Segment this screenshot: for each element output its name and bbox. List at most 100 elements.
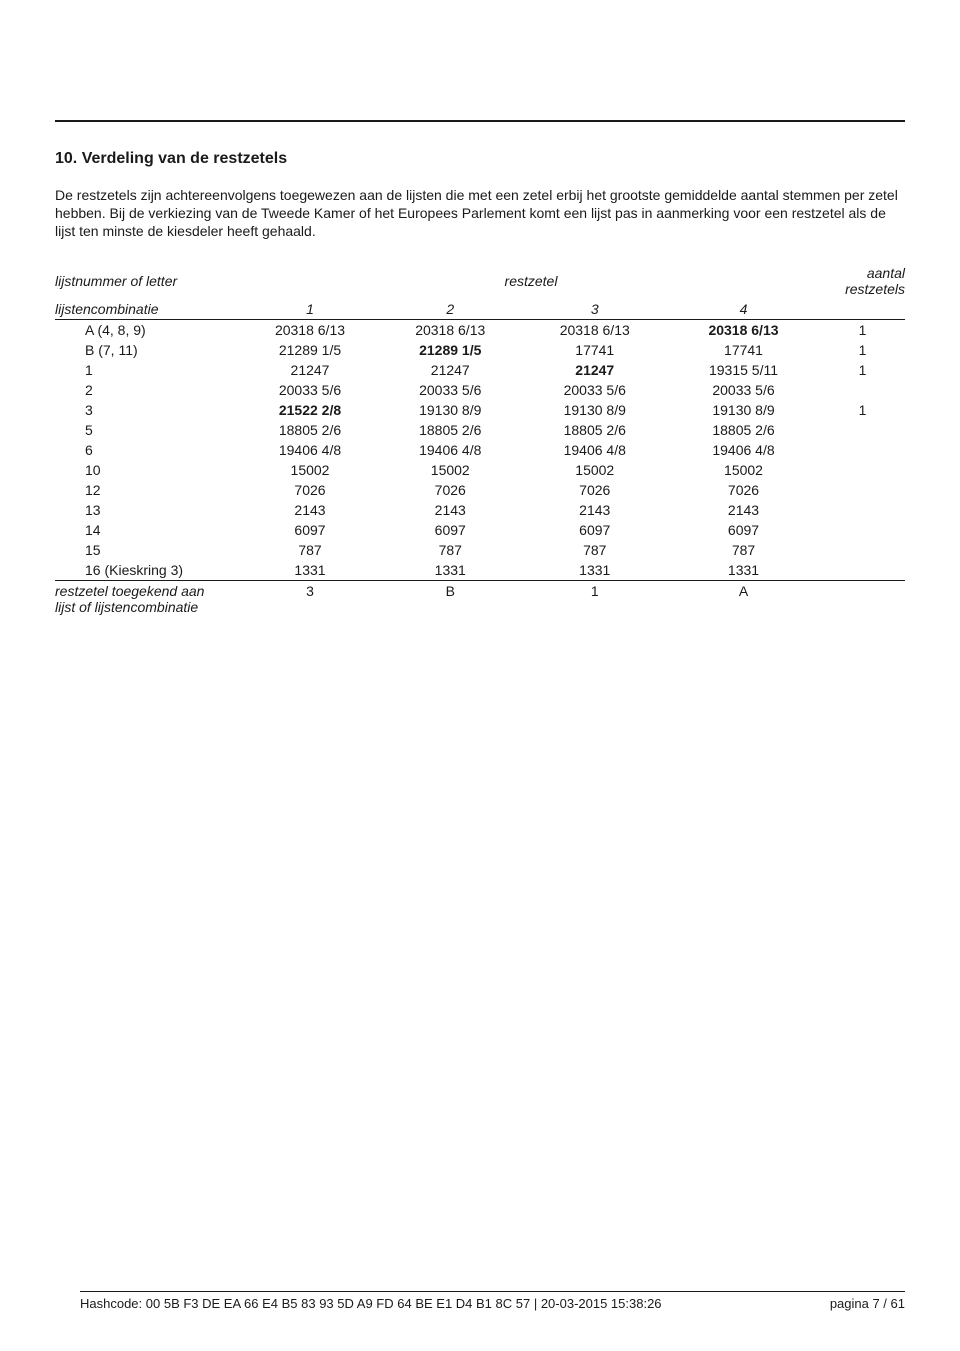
- table-row: 619406 4/819406 4/819406 4/819406 4/8: [55, 440, 905, 460]
- row-c2: 20318 6/13: [378, 320, 523, 340]
- top-rule: [55, 120, 905, 122]
- row-label: 15: [55, 540, 242, 560]
- row-label: 3: [55, 400, 242, 420]
- row-c4: 15002: [667, 460, 820, 480]
- row-label: 5: [55, 420, 242, 440]
- row-c3: 18805 2/6: [523, 420, 668, 440]
- row-c1: 15002: [242, 460, 378, 480]
- row-c3: 15002: [523, 460, 668, 480]
- page: 10. Verdeling van de restzetels De restz…: [0, 0, 960, 1351]
- table-row: 220033 5/620033 5/620033 5/620033 5/6: [55, 380, 905, 400]
- footer-c3: 1: [523, 581, 668, 617]
- table-row: 518805 2/618805 2/618805 2/618805 2/6: [55, 420, 905, 440]
- header-label-line2: lijstencombinatie: [55, 299, 242, 320]
- table-row: 1015002150021500215002: [55, 460, 905, 480]
- row-aantal: [820, 420, 905, 440]
- section-title: 10. Verdeling van de restzetels: [55, 150, 905, 168]
- footer-page-number: pagina 7 / 61: [830, 1296, 905, 1311]
- row-aantal: [820, 440, 905, 460]
- footer-empty: [820, 581, 905, 617]
- table-header: lijstnummer of letter restzetel aantal r…: [55, 263, 905, 320]
- row-label: 1: [55, 360, 242, 380]
- footer-c1: 3: [242, 581, 378, 617]
- intro-paragraph: De restzetels zijn achtereenvolgens toeg…: [55, 186, 905, 241]
- table-footer: restzetel toegekend aan lijst of lijsten…: [55, 580, 905, 617]
- row-aantal: [820, 460, 905, 480]
- row-label: 13: [55, 500, 242, 520]
- row-c3: 20318 6/13: [523, 320, 668, 340]
- row-label: 2: [55, 380, 242, 400]
- row-c3: 19406 4/8: [523, 440, 668, 460]
- row-c3: 2143: [523, 500, 668, 520]
- header-label-line1: lijstnummer of letter: [55, 263, 242, 299]
- row-c3: 6097: [523, 520, 668, 540]
- row-c2: 21247: [378, 360, 523, 380]
- row-c2: 18805 2/6: [378, 420, 523, 440]
- footer-rule: [80, 1291, 905, 1292]
- row-aantal: 1: [820, 320, 905, 340]
- row-c1: 7026: [242, 480, 378, 500]
- table-row: 146097609760976097: [55, 520, 905, 540]
- row-c3: 7026: [523, 480, 668, 500]
- row-c2: 1331: [378, 560, 523, 581]
- table-row: 16 (Kieskring 3)1331133113311331: [55, 560, 905, 581]
- header-empty: [820, 299, 905, 320]
- row-label: 6: [55, 440, 242, 460]
- row-c2: 7026: [378, 480, 523, 500]
- header-restzetel: restzetel: [242, 263, 820, 299]
- table-row: A (4, 8, 9)20318 6/1320318 6/1320318 6/1…: [55, 320, 905, 340]
- row-c3: 17741: [523, 340, 668, 360]
- row-c1: 20033 5/6: [242, 380, 378, 400]
- footer-label: restzetel toegekend aan lijst of lijsten…: [55, 581, 242, 617]
- row-c4: 20318 6/13: [667, 320, 820, 340]
- row-c3: 1331: [523, 560, 668, 581]
- row-aantal: [820, 380, 905, 400]
- footer-c2: B: [378, 581, 523, 617]
- row-c4: 19315 5/11: [667, 360, 820, 380]
- row-c4: 1331: [667, 560, 820, 581]
- row-c4: 2143: [667, 500, 820, 520]
- row-c1: 20318 6/13: [242, 320, 378, 340]
- row-c3: 20033 5/6: [523, 380, 668, 400]
- row-c1: 6097: [242, 520, 378, 540]
- footer-hash: Hashcode: 00 5B F3 DE EA 66 E4 B5 83 93 …: [80, 1296, 662, 1311]
- row-label: A (4, 8, 9): [55, 320, 242, 340]
- row-c4: 17741: [667, 340, 820, 360]
- table-row: B (7, 11)21289 1/521289 1/517741177411: [55, 340, 905, 360]
- row-c2: 19130 8/9: [378, 400, 523, 420]
- row-c1: 18805 2/6: [242, 420, 378, 440]
- row-c4: 7026: [667, 480, 820, 500]
- restzetels-table: lijstnummer of letter restzetel aantal r…: [55, 263, 905, 617]
- row-c4: 18805 2/6: [667, 420, 820, 440]
- row-c3: 787: [523, 540, 668, 560]
- footer-label-line2: lijst of lijstencombinatie: [55, 599, 198, 615]
- row-c2: 787: [378, 540, 523, 560]
- header-aantal: aantal restzetels: [820, 263, 905, 299]
- row-c2: 19406 4/8: [378, 440, 523, 460]
- row-c1: 2143: [242, 500, 378, 520]
- table-body: A (4, 8, 9)20318 6/1320318 6/1320318 6/1…: [55, 320, 905, 581]
- row-c2: 20033 5/6: [378, 380, 523, 400]
- row-c4: 19130 8/9: [667, 400, 820, 420]
- footer-label-line1: restzetel toegekend aan: [55, 583, 204, 599]
- table-row: 132143214321432143: [55, 500, 905, 520]
- row-c1: 21247: [242, 360, 378, 380]
- header-col-2: 2: [378, 299, 523, 320]
- row-aantal: [820, 540, 905, 560]
- row-label: B (7, 11): [55, 340, 242, 360]
- footer-c4: A: [667, 581, 820, 617]
- row-aantal: [820, 480, 905, 500]
- row-c3: 19130 8/9: [523, 400, 668, 420]
- row-c2: 6097: [378, 520, 523, 540]
- row-c2: 15002: [378, 460, 523, 480]
- row-label: 14: [55, 520, 242, 540]
- header-col-1: 1: [242, 299, 378, 320]
- row-c4: 20033 5/6: [667, 380, 820, 400]
- table-row: 321522 2/819130 8/919130 8/919130 8/91: [55, 400, 905, 420]
- row-aantal: 1: [820, 360, 905, 380]
- row-label: 16 (Kieskring 3): [55, 560, 242, 581]
- row-aantal: [820, 520, 905, 540]
- table-row: 127026702670267026: [55, 480, 905, 500]
- page-footer: Hashcode: 00 5B F3 DE EA 66 E4 B5 83 93 …: [80, 1291, 905, 1311]
- row-c1: 787: [242, 540, 378, 560]
